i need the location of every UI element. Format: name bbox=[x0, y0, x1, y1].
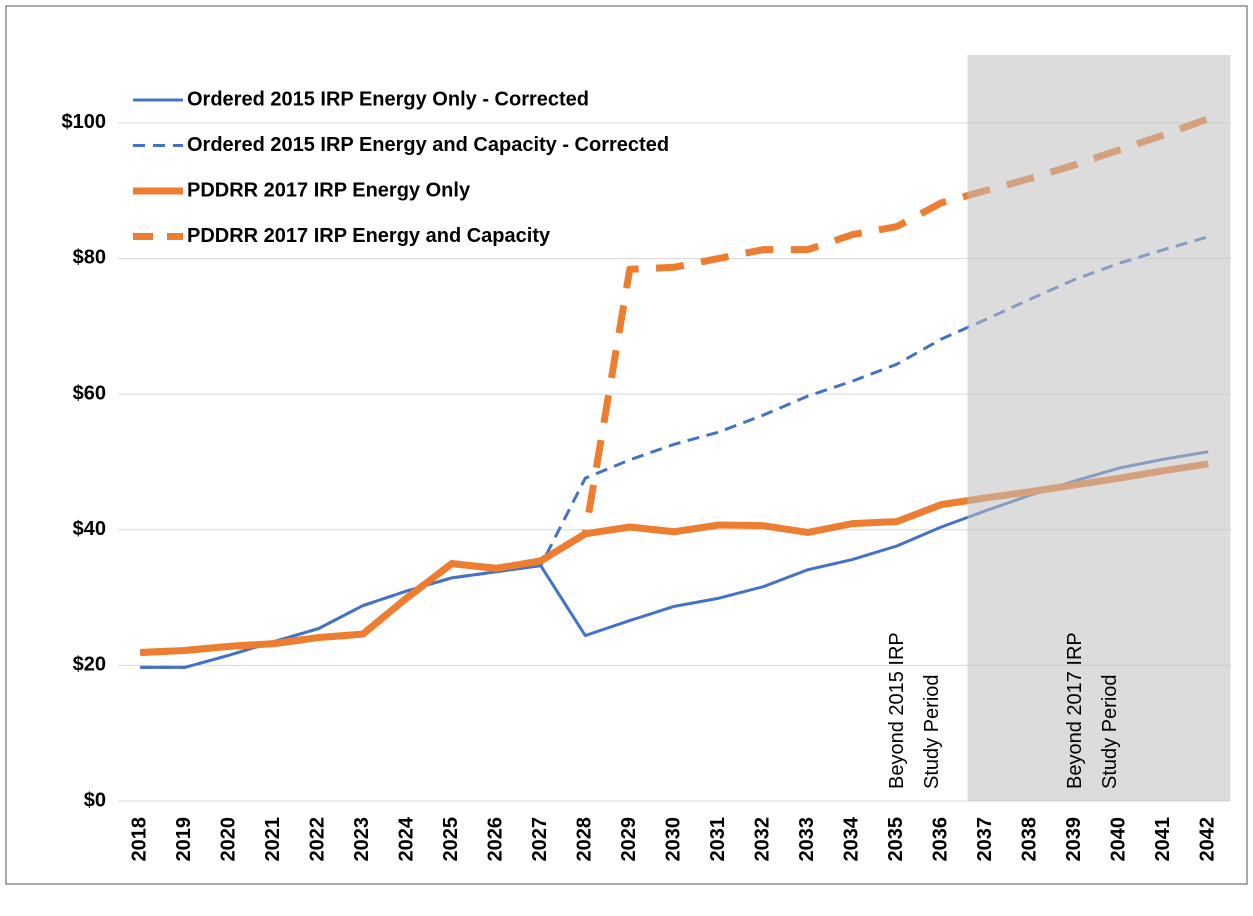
x-tick-label: 2018 bbox=[129, 817, 151, 862]
x-tick-label: 2035 bbox=[885, 817, 907, 862]
x-tick-label: 2031 bbox=[707, 817, 729, 862]
legend-label: PDDRR 2017 IRP Energy Only bbox=[187, 179, 471, 201]
x-tick-label: 2042 bbox=[1197, 817, 1219, 862]
x-tick-label: 2034 bbox=[841, 816, 863, 861]
x-tick-label: 2029 bbox=[618, 817, 640, 862]
annotation: Study Period bbox=[1099, 674, 1121, 789]
x-tick-label: 2025 bbox=[440, 817, 462, 862]
x-tick-label: 2032 bbox=[752, 817, 774, 862]
x-tick-label: 2039 bbox=[1063, 817, 1085, 862]
x-tick-label: 2020 bbox=[218, 817, 240, 862]
x-tick-label: 2021 bbox=[262, 817, 284, 862]
annotation: Beyond 2017 IRP bbox=[1064, 632, 1086, 789]
y-tick-label: $20 bbox=[73, 654, 106, 676]
x-tick-label: 2041 bbox=[1152, 817, 1174, 862]
x-tick-label: 2022 bbox=[307, 817, 329, 862]
y-tick-label: $0 bbox=[84, 789, 106, 811]
x-tick-label: 2036 bbox=[930, 817, 952, 862]
x-tick-label: 2028 bbox=[574, 817, 596, 862]
y-tick-label: $100 bbox=[62, 111, 107, 133]
x-tick-label: 2026 bbox=[485, 817, 507, 862]
x-tick-label: 2033 bbox=[796, 817, 818, 862]
x-tick-label: 2030 bbox=[663, 817, 685, 862]
legend-label: Ordered 2015 IRP Energy Only - Corrected bbox=[187, 88, 589, 110]
x-tick-label: 2027 bbox=[529, 817, 551, 862]
annotation: Study Period bbox=[921, 674, 943, 789]
y-tick-label: $40 bbox=[73, 518, 106, 540]
y-tick-label: $60 bbox=[73, 382, 106, 404]
x-tick-label: 2024 bbox=[396, 816, 418, 861]
legend-label: PDDRR 2017 IRP Energy and Capacity bbox=[187, 225, 551, 247]
shaded-region bbox=[967, 55, 1231, 801]
legend-label: Ordered 2015 IRP Energy and Capacity - C… bbox=[187, 134, 669, 156]
x-tick-label: 2038 bbox=[1019, 817, 1041, 862]
y-tick-label: $80 bbox=[73, 247, 106, 269]
x-tick-label: 2019 bbox=[173, 817, 195, 862]
x-tick-label: 2023 bbox=[351, 817, 373, 862]
x-tick-label: 2037 bbox=[974, 817, 996, 862]
annotation: Beyond 2015 IRP bbox=[886, 632, 908, 789]
x-tick-label: 2040 bbox=[1108, 817, 1130, 862]
